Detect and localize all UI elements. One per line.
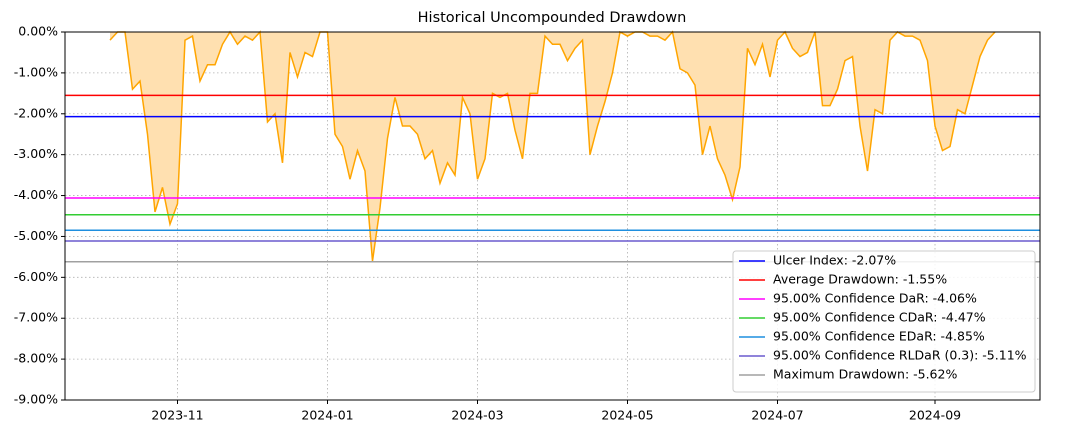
drawdown-line: [109, 30, 996, 262]
y-tick-label: -2.00%: [14, 105, 58, 120]
x-tick-label: 2024-05: [601, 408, 653, 423]
y-tick-label: -5.00%: [14, 228, 58, 243]
y-tick-label: -3.00%: [14, 146, 58, 161]
y-tick-label: -4.00%: [14, 187, 58, 202]
legend: Ulcer Index: -2.07% Average Drawdown: -1.…: [732, 250, 1036, 393]
legend-label: 95.00% Confidence RLDaR (0.3): -5.11%: [773, 348, 1027, 363]
legend-box: [732, 250, 1036, 393]
x-tick-label: 2023-11: [151, 408, 203, 423]
x-tick-label: 2024-01: [301, 408, 353, 423]
y-tick-label: 0.00%: [18, 24, 58, 39]
chart-title: Historical Uncompounded Drawdown: [418, 10, 687, 26]
x-tick-label: 2024-09: [909, 408, 961, 423]
x-tick-label: 2024-07: [751, 408, 803, 423]
legend-label: Ulcer Index: -2.07%: [773, 253, 896, 268]
x-tick-label: 2024-03: [451, 408, 503, 423]
drawdown-area: [110, 32, 995, 261]
legend-label: 95.00% Confidence EDaR: -4.85%: [773, 329, 985, 344]
y-tick-label: -1.00%: [14, 64, 58, 79]
legend-label: 95.00% Confidence CDaR: -4.47%: [773, 310, 986, 325]
legend-label: Average Drawdown: -1.55%: [773, 272, 947, 287]
y-tick-label: -7.00%: [14, 310, 58, 325]
y-tick-label: -9.00%: [14, 392, 58, 407]
legend-label: 95.00% Confidence DaR: -4.06%: [773, 291, 977, 306]
plot-frame: [64, 31, 1041, 401]
legend-label: Maximum Drawdown: -5.62%: [773, 367, 957, 382]
y-tick-label: -6.00%: [14, 269, 58, 284]
y-tick-label: -8.00%: [14, 351, 58, 366]
